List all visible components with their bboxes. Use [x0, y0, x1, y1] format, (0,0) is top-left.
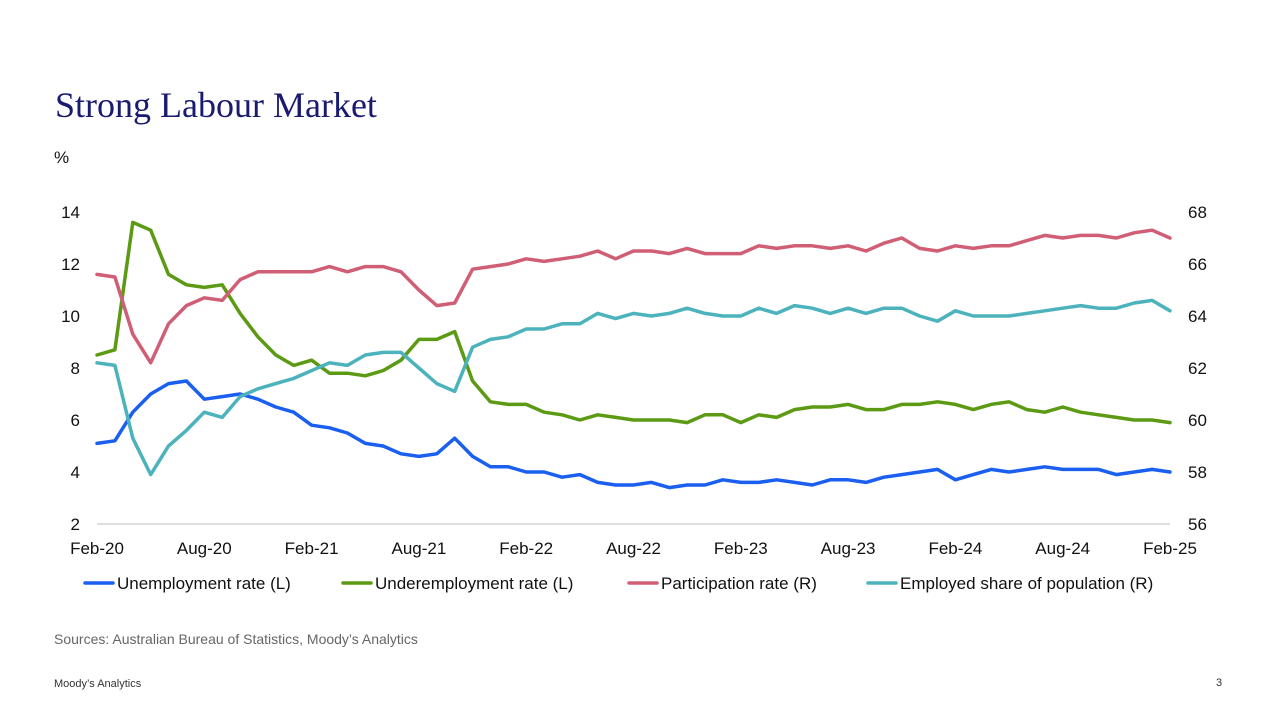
y-right-tick-label: 56	[1188, 515, 1207, 534]
y-right-tick-label: 68	[1188, 203, 1207, 222]
legend-label-unemployment-rate: Unemployment rate (L)	[117, 574, 291, 593]
y-left-tick-label: 2	[71, 515, 80, 534]
x-tick-label: Aug-20	[177, 539, 232, 558]
x-tick-label: Aug-23	[821, 539, 876, 558]
legend-label-employed-share-of-population: Employed share of population (R)	[900, 574, 1153, 593]
x-tick-label: Feb-25	[1143, 539, 1197, 558]
y-axis-unit-label: %	[54, 148, 69, 167]
series-line-underemployment-rate	[95, 220, 1172, 425]
series-line-unemployment-rate	[95, 379, 1172, 490]
y-left-tick-label: 10	[61, 307, 80, 326]
slide-title: Strong Labour Market	[55, 85, 377, 125]
x-tick-label: Feb-23	[714, 539, 768, 558]
y-left-tick-label: 6	[71, 411, 80, 430]
x-tick-label: Feb-24	[928, 539, 982, 558]
y-right-tick-label: 58	[1188, 463, 1207, 482]
y-right-tick-label: 62	[1188, 359, 1207, 378]
source-note: Sources: Australian Bureau of Statistics…	[54, 631, 418, 647]
x-tick-label: Aug-22	[606, 539, 661, 558]
x-tick-label: Feb-20	[70, 539, 124, 558]
y-left-tick-label: 8	[71, 359, 80, 378]
y-left-tick-label: 14	[61, 203, 80, 222]
y-left-tick-label: 12	[61, 255, 80, 274]
series-line-participation-rate	[95, 228, 1172, 365]
y-right-tick-label: 66	[1188, 255, 1207, 274]
footer-brand: Moody’s Analytics	[54, 678, 142, 690]
series-line-employed-share-of-population	[95, 298, 1172, 477]
x-tick-label: Aug-21	[391, 539, 446, 558]
legend-label-underemployment-rate: Underemployment rate (L)	[375, 574, 573, 593]
legend-label-participation-rate: Participation rate (R)	[661, 574, 817, 593]
y-left-tick-label: 4	[71, 463, 80, 482]
x-tick-label: Aug-24	[1035, 539, 1090, 558]
y-right-tick-label: 60	[1188, 411, 1207, 430]
x-tick-label: Feb-22	[499, 539, 553, 558]
page-number: 3	[1216, 677, 1223, 689]
x-tick-label: Feb-21	[285, 539, 339, 558]
y-right-tick-label: 64	[1188, 307, 1207, 326]
